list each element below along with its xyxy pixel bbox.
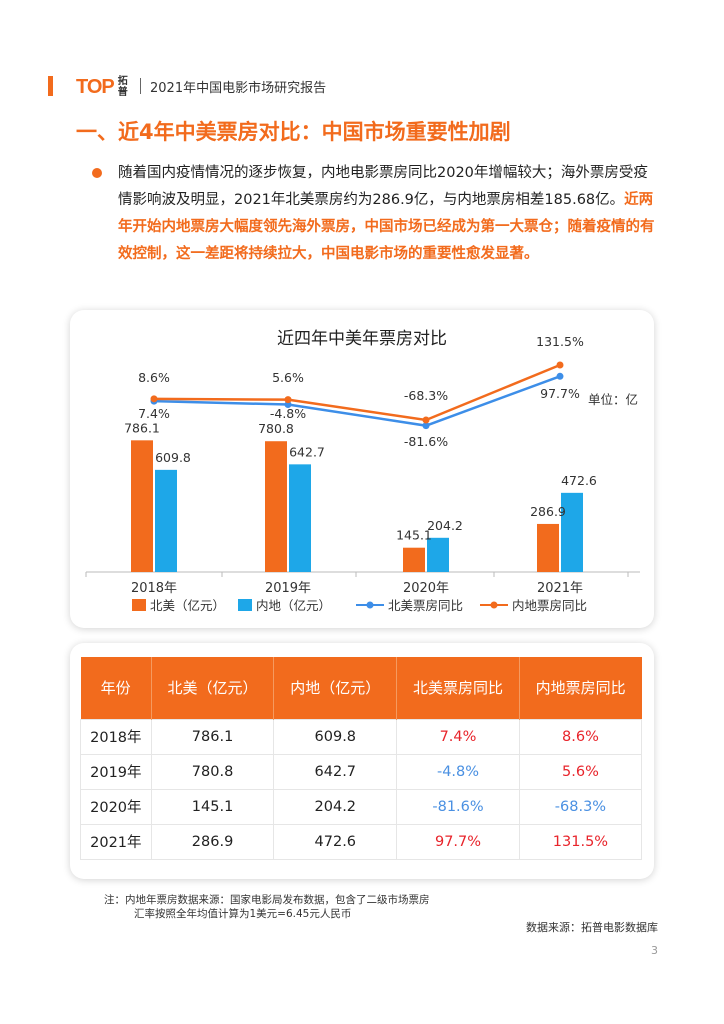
legend-label-north-america: 北美（亿元） bbox=[150, 598, 225, 613]
point-mainland-yoy bbox=[556, 361, 564, 369]
box-office-chart: 近四年中美年票房对比 786.1 609.8 2018年 780.8 642.7 2019年… bbox=[85, 329, 640, 613]
table-row: 2019年 780.8 642.7 -4.8% 5.6% bbox=[80, 753, 643, 790]
line-north-america-yoy bbox=[153, 375, 561, 427]
table-cell: 131.5% bbox=[518, 823, 643, 860]
x-tick-label: 2018年 bbox=[131, 581, 177, 596]
chart-title: 近四年中美年票房对比 bbox=[277, 329, 447, 349]
legend-marker-mainland-yoy bbox=[490, 601, 498, 609]
bar-label-mainland: 609.8 bbox=[155, 450, 191, 465]
table-cell: 780.8 bbox=[150, 753, 275, 790]
line-label-north-america-yoy: 97.7% bbox=[540, 386, 580, 401]
table-cell: 5.6% bbox=[518, 753, 643, 790]
bar-north-america bbox=[131, 440, 153, 572]
table-row: 2020年 145.1 204.2 -81.6% -68.3% bbox=[80, 788, 643, 825]
table-header-cell: 北美（亿元） bbox=[151, 657, 275, 719]
header-separator bbox=[140, 78, 141, 94]
section-title: 一、近4年中美票房对比：中国市场重要性加剧 bbox=[76, 120, 511, 144]
line-label-north-america-yoy: 7.4% bbox=[138, 406, 170, 421]
line-label-mainland-yoy: 131.5% bbox=[536, 334, 584, 349]
table-row: 2018年 786.1 609.8 7.4% 8.6% bbox=[80, 718, 643, 755]
point-mainland-yoy bbox=[422, 416, 430, 424]
footnote-line2: 汇率按照全年均值计算为1美元=6.45元人民币 bbox=[134, 908, 352, 920]
report-title: 2021年中国电影市场研究报告 bbox=[150, 81, 327, 96]
line-label-north-america-yoy: -81.6% bbox=[404, 434, 448, 449]
x-tick-label: 2020年 bbox=[403, 581, 449, 596]
footnote-line1: 注：内地年票房数据来源：国家电影局发布数据，包含了二级市场票房 bbox=[104, 894, 430, 906]
bar-north-america bbox=[403, 547, 425, 572]
logo-subtext: 拓普 bbox=[117, 76, 128, 98]
summary-paragraph: 随着国内疫情情况的逐步恢复，内地电影票房同比2020年增幅较大；海外票房受疫情影… bbox=[118, 160, 658, 268]
table-cell: -4.8% bbox=[396, 753, 520, 790]
bar-label-north-america: 145.1 bbox=[396, 528, 432, 543]
table-cell: 204.2 bbox=[273, 788, 398, 825]
table-row: 2021年 286.9 472.6 97.7% 131.5% bbox=[80, 823, 643, 860]
box-office-table: 年份 北美（亿元） 内地（亿元） 北美票房同比 内地票房同比 2018年 786… bbox=[80, 657, 643, 860]
chart-card: 近四年中美年票房对比 786.1 609.8 2018年 780.8 642.7 2019年… bbox=[70, 310, 654, 628]
bar-mainland bbox=[427, 537, 449, 572]
bar-mainland bbox=[289, 464, 311, 572]
table-header-row: 年份 北美（亿元） 内地（亿元） 北美票房同比 内地票房同比 bbox=[80, 657, 642, 719]
bar-mainland bbox=[561, 492, 583, 572]
table-cell: 2020年 bbox=[80, 788, 152, 825]
bar-label-mainland: 642.7 bbox=[289, 444, 325, 459]
table-header-cell: 内地（亿元） bbox=[273, 657, 398, 719]
x-tick-label: 2021年 bbox=[537, 581, 583, 596]
table-header-cell: 内地票房同比 bbox=[519, 657, 642, 719]
table-cell: 609.8 bbox=[273, 718, 398, 755]
point-north-america-yoy bbox=[284, 401, 292, 409]
table-cell: 2018年 bbox=[80, 718, 152, 755]
table-cell: 642.7 bbox=[273, 753, 398, 790]
table-cell: 2021年 bbox=[80, 823, 152, 860]
legend-marker-north-america-yoy bbox=[366, 601, 374, 609]
legend-swatch-north-america bbox=[132, 599, 146, 611]
table-cell: 7.4% bbox=[396, 718, 520, 755]
table-cell: 8.6% bbox=[518, 718, 643, 755]
table-cell: -68.3% bbox=[518, 788, 643, 825]
table-header-cell: 年份 bbox=[80, 657, 152, 719]
point-north-america-yoy bbox=[556, 372, 564, 380]
bar-label-north-america: 286.9 bbox=[530, 504, 566, 519]
bullet-icon bbox=[92, 168, 102, 178]
legend-label-mainland: 内地（亿元） bbox=[256, 598, 331, 613]
bar-mainland bbox=[155, 469, 177, 572]
point-mainland-yoy bbox=[284, 396, 292, 404]
point-mainland-yoy bbox=[150, 395, 158, 403]
point-north-america-yoy bbox=[422, 422, 430, 430]
bar-label-mainland: 204.2 bbox=[427, 518, 463, 533]
logo-text: TOP bbox=[76, 75, 115, 98]
page-number: 3 bbox=[651, 944, 658, 957]
bar-north-america bbox=[265, 441, 287, 572]
table-header-cell: 北美票房同比 bbox=[396, 657, 520, 719]
bar-label-mainland: 472.6 bbox=[561, 473, 597, 488]
line-label-north-america-yoy: -4.8% bbox=[270, 406, 306, 421]
table-cell: -81.6% bbox=[396, 788, 520, 825]
table-cell: 786.1 bbox=[150, 718, 275, 755]
bar-label-north-america: 786.1 bbox=[124, 420, 160, 435]
bar-label-north-america: 780.8 bbox=[258, 421, 294, 436]
legend-label-north-america-yoy: 北美票房同比 bbox=[388, 598, 463, 613]
unit-label: 单位：亿 bbox=[588, 392, 638, 407]
legend-label-mainland-yoy: 内地票房同比 bbox=[512, 598, 587, 613]
legend-swatch-mainland bbox=[238, 599, 252, 611]
x-tick-label: 2019年 bbox=[265, 581, 311, 596]
bar-north-america bbox=[537, 523, 559, 572]
paragraph-highlight: 近两年开始内地票房大幅度领先海外票房，中国市场已经成为第一大票仓；随着疫情的有效… bbox=[118, 192, 655, 262]
table-card: 年份 北美（亿元） 内地（亿元） 北美票房同比 内地票房同比 2018年 786… bbox=[70, 643, 654, 879]
paragraph-normal: 随着国内疫情情况的逐步恢复，内地电影票房同比2020年增幅较大；海外票房受疫情影… bbox=[118, 165, 648, 208]
line-label-mainland-yoy: 5.6% bbox=[272, 370, 304, 385]
line-label-mainland-yoy: -68.3% bbox=[404, 388, 448, 403]
table-cell: 97.7% bbox=[396, 823, 520, 860]
table-cell: 472.6 bbox=[273, 823, 398, 860]
table-cell: 286.9 bbox=[150, 823, 275, 860]
table-cell: 2019年 bbox=[80, 753, 152, 790]
footnote: 注：内地年票房数据来源：国家电影局发布数据，包含了二级市场票房 汇率按照全年均值… bbox=[104, 893, 430, 921]
top-logo: TOP 拓普 bbox=[76, 74, 132, 100]
data-source: 数据来源：拓普电影数据库 bbox=[526, 921, 658, 934]
line-mainland-yoy bbox=[153, 363, 561, 422]
line-label-mainland-yoy: 8.6% bbox=[138, 370, 170, 385]
header-accent-bar bbox=[48, 76, 53, 96]
table-cell: 145.1 bbox=[150, 788, 275, 825]
